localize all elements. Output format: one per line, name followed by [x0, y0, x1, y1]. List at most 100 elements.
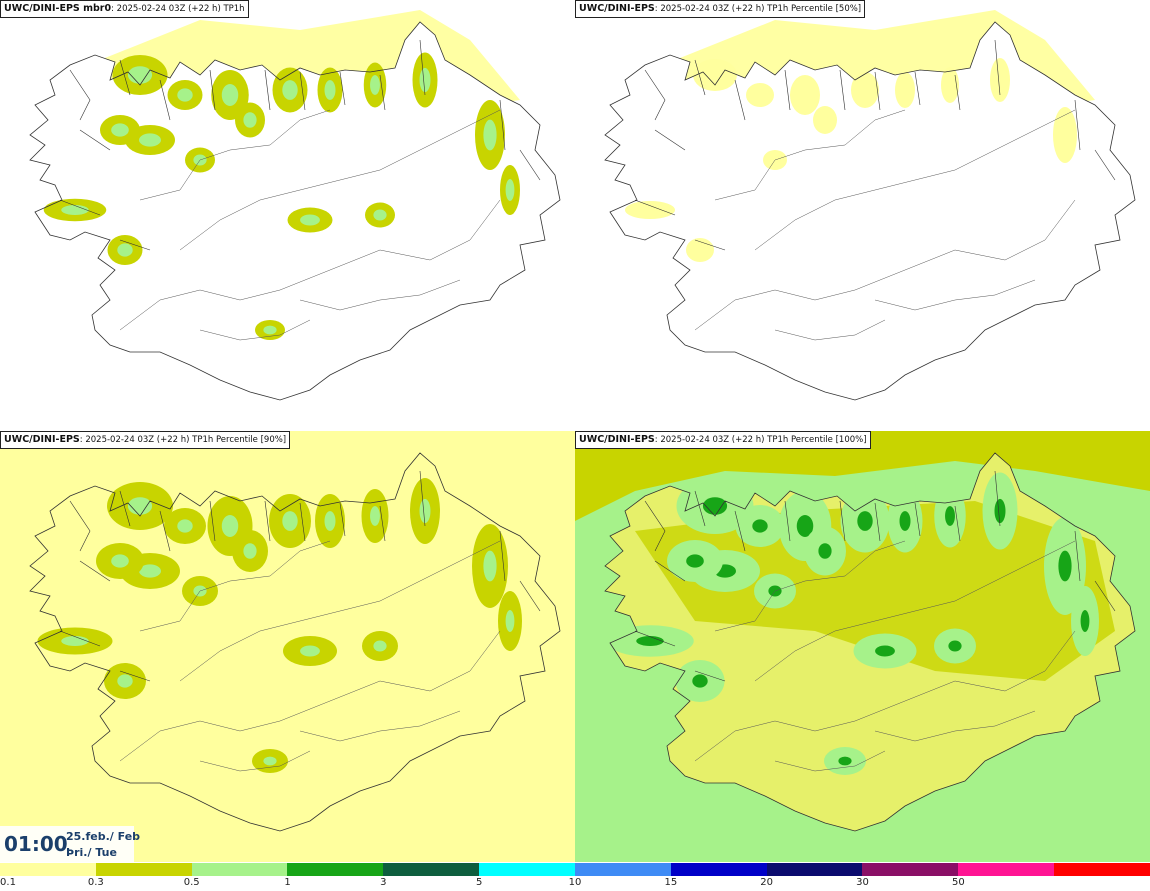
- precip-blob-core: [686, 554, 704, 568]
- fjord-line: [694, 239, 726, 251]
- precip-blob-core: [1058, 550, 1072, 582]
- road-line: [119, 630, 501, 762]
- fjord-line: [119, 59, 131, 96]
- fjord-line: [499, 99, 506, 151]
- panel-title: UWC/DINI-EPS mbr0: 2025-02-24 03Z (+22 h…: [0, 0, 249, 18]
- colorbar-segment: [0, 863, 96, 876]
- fjord-line: [299, 71, 306, 111]
- precip-blob-core: [61, 205, 89, 215]
- precip-blob: [790, 75, 820, 115]
- precip-blob-core: [263, 756, 277, 766]
- road-line: [874, 710, 1036, 742]
- fjord-line: [379, 74, 386, 111]
- precip-map: [0, 431, 575, 862]
- sea-precip-area: [575, 431, 1150, 521]
- colorbar-tick-label: 0.5: [183, 877, 200, 888]
- road-line: [139, 540, 331, 632]
- precip-blob-core: [483, 119, 497, 151]
- precip-colorbar: [0, 863, 1150, 876]
- fjord-line: [419, 39, 426, 96]
- precip-blob-core: [282, 80, 298, 100]
- precip-blob-core: [127, 497, 153, 515]
- panel-title: UWC/DINI-EPS: 2025-02-24 03Z (+22 h) TP1…: [0, 431, 291, 449]
- panel-title: UWC/DINI-EPS: 2025-02-24 03Z (+22 h) TP1…: [575, 431, 871, 449]
- precip-blob-core: [127, 66, 153, 84]
- fjord-line: [694, 59, 706, 96]
- colorbar-tick-label: 15: [664, 877, 678, 888]
- fjord-line: [914, 502, 921, 537]
- fjord-line: [994, 470, 1001, 527]
- colorbar-segment: [958, 863, 1055, 876]
- fjord-line: [79, 129, 111, 151]
- precip-map: [575, 0, 1150, 431]
- fjord-line: [734, 510, 746, 552]
- road-line: [714, 109, 906, 201]
- valid-time-box: [0, 826, 134, 862]
- precip-blob-core: [373, 640, 387, 652]
- road-line: [694, 199, 1076, 331]
- precip-blob-core: [899, 511, 911, 531]
- map-panel-mbr0: UWC/DINI-EPS mbr0: 2025-02-24 03Z (+22 h…: [0, 0, 575, 431]
- fjord-line: [209, 69, 216, 111]
- precip-blob-core: [117, 243, 133, 257]
- fjord-line: [734, 79, 746, 121]
- road-line: [299, 279, 461, 311]
- fjord-line: [59, 630, 101, 647]
- colorbar-tick-label: 20: [760, 877, 774, 888]
- fjord-line: [69, 69, 91, 121]
- road-line: [754, 109, 1076, 251]
- colorbar-segment: [1054, 863, 1150, 876]
- road-line: [774, 750, 886, 772]
- colorbar-segment: [479, 863, 575, 876]
- precip-blob: [625, 201, 675, 219]
- precip-blob-core: [419, 67, 431, 93]
- road-line: [199, 750, 311, 772]
- colorbar-tick-label: 10: [568, 877, 582, 888]
- precip-blob-core: [282, 511, 298, 531]
- precip-blob: [941, 67, 959, 103]
- fjord-line: [994, 39, 1001, 96]
- fjord-line: [839, 500, 846, 542]
- precip-blob-core: [796, 515, 814, 537]
- precip-blob-core: [370, 506, 380, 526]
- colorbar-tick-label: 0.3: [87, 877, 104, 888]
- precip-blob-core: [505, 610, 515, 632]
- precip-blob-core: [370, 75, 380, 95]
- valid-time-date: 25.feb./ Feb: [66, 830, 141, 843]
- fjord-line: [634, 199, 676, 216]
- fjord-line: [299, 502, 306, 542]
- fjord-line: [379, 505, 386, 542]
- fjord-line: [519, 149, 541, 181]
- fjord-line: [654, 129, 686, 151]
- precip-blob-core: [948, 640, 962, 652]
- precip-blob-core: [994, 498, 1006, 524]
- precip-blob: [990, 58, 1010, 102]
- precip-blob-core: [818, 543, 832, 559]
- coastline: [604, 21, 1136, 401]
- precip-map: [575, 431, 1150, 862]
- precip-map: [0, 0, 575, 431]
- precip-blob: [1053, 107, 1077, 163]
- precip-blob-core: [702, 497, 728, 515]
- colorbar-segment: [287, 863, 384, 876]
- fjord-line: [839, 69, 846, 111]
- precip-blob-core: [111, 554, 129, 568]
- fjord-line: [1094, 580, 1116, 612]
- colorbar-tick-label: 0.1: [0, 877, 16, 888]
- precip-blob-core: [117, 674, 133, 688]
- fjord-line: [634, 630, 676, 647]
- precip-blob: [693, 59, 737, 91]
- coastline: [29, 452, 561, 832]
- precip-blob-core: [177, 88, 193, 102]
- map-panel-p100: UWC/DINI-EPS: 2025-02-24 03Z (+22 h) TP1…: [575, 431, 1150, 862]
- fjord-line: [1094, 149, 1116, 181]
- precip-blob-core: [111, 123, 129, 137]
- fjord-line: [59, 199, 101, 216]
- fjord-line: [914, 71, 921, 106]
- precip-blob-core: [139, 133, 161, 147]
- precip-blob-core: [324, 511, 336, 531]
- fjord-line: [419, 470, 426, 527]
- valid-time-clock: 01:00: [4, 832, 68, 856]
- precip-blob-core: [177, 519, 193, 533]
- precip-blob-core: [243, 112, 257, 128]
